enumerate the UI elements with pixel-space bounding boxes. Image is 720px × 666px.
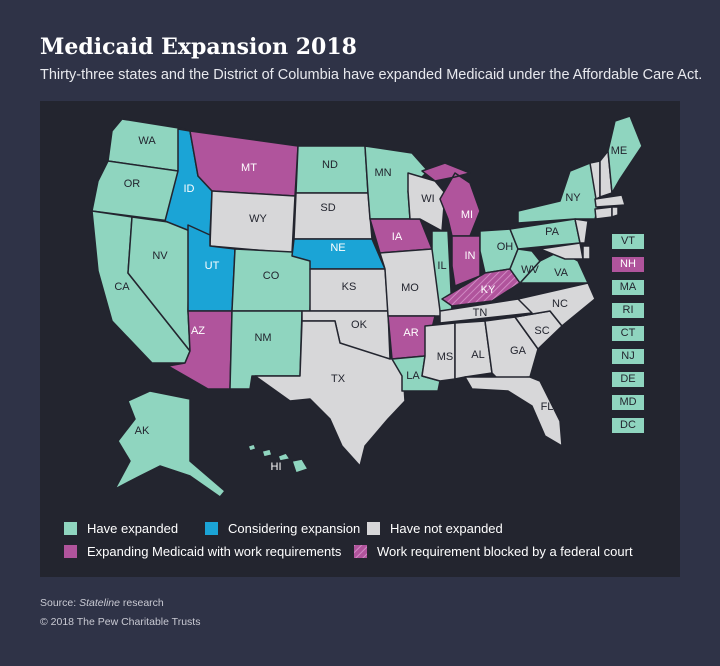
state-label-mo: MO — [401, 282, 419, 294]
state-label-wy: WY — [249, 213, 267, 225]
legend-label-not-expanded: Have not expanded — [390, 521, 503, 536]
state-label-sc: SC — [534, 325, 550, 337]
state-WI — [407, 172, 446, 232]
legend-swatch-not-expanded — [367, 522, 380, 535]
side-box-de: DE — [612, 372, 644, 387]
source-name: Stateline — [79, 597, 120, 609]
state-FL — [464, 376, 563, 447]
state-label-ak: AK — [134, 425, 150, 437]
state-label-va: VA — [554, 267, 568, 279]
state-label-mi: MI — [460, 209, 474, 221]
legend-item-work-requirements: Expanding Medicaid with work requirement… — [64, 544, 341, 559]
source-prefix: Source: — [40, 597, 80, 609]
state-DE — [582, 245, 591, 260]
legend-label-blocked: Work requirement blocked by a federal co… — [377, 544, 633, 559]
state-RI — [611, 206, 619, 218]
state-label-wi: WI — [421, 193, 435, 205]
legend-item-expanded: Have expanded — [64, 521, 178, 536]
state-MI — [421, 162, 481, 237]
state-label-ks: KS — [341, 281, 357, 293]
state-label-az: AZ — [190, 325, 206, 337]
state-NC — [514, 282, 596, 327]
legend-swatch-work-requirements — [64, 545, 77, 558]
state-label-oh: OH — [496, 241, 514, 253]
legend-label-expanded: Have expanded — [87, 521, 179, 536]
legend-swatch-expanded — [64, 522, 77, 535]
state-AL — [454, 320, 493, 380]
us-map — [91, 115, 643, 498]
state-label-ga: GA — [510, 345, 526, 357]
state-MA — [594, 194, 626, 208]
side-box-nh: NH — [612, 257, 644, 272]
legend-item-not-expanded: Have not expanded — [367, 521, 503, 536]
state-label-in: IN — [464, 250, 476, 262]
state-label-tn: TN — [472, 307, 488, 319]
state-label-tx: TX — [330, 373, 346, 385]
state-label-nc: NC — [552, 298, 568, 310]
state-label-mn: MN — [374, 167, 392, 179]
side-box-ct: CT — [612, 326, 644, 341]
state-label-wa: WA — [138, 135, 156, 147]
state-label-ca: CA — [114, 281, 130, 293]
state-label-hi: HI — [270, 461, 282, 473]
copyright-note: © 2018 The Pew Charitable Trusts — [40, 616, 201, 628]
source-note: Source: Stateline research — [40, 597, 164, 609]
state-WV — [509, 248, 541, 284]
side-box-dc: DC — [612, 418, 644, 433]
state-label-ny: NY — [565, 192, 581, 204]
state-SD — [293, 192, 373, 240]
page-title: Medicaid Expansion 2018 — [40, 34, 357, 60]
state-label-pa: PA — [545, 226, 559, 238]
state-label-me: ME — [610, 145, 628, 157]
legend-label-considering: Considering expansion — [228, 521, 361, 536]
state-ME — [607, 115, 643, 194]
state-NJ — [574, 218, 589, 244]
state-IN — [451, 235, 481, 287]
state-label-id: ID — [183, 183, 195, 195]
state-label-ia: IA — [391, 231, 403, 243]
state-label-nv: NV — [152, 250, 168, 262]
side-box-nj: NJ — [612, 349, 644, 364]
page-subtitle: Thirty-three states and the District of … — [40, 67, 703, 83]
state-AK — [114, 390, 226, 498]
state-label-co: CO — [262, 270, 280, 282]
legend-item-blocked: Work requirement blocked by a federal co… — [354, 544, 633, 559]
state-label-nd: ND — [322, 159, 338, 171]
state-TX — [254, 320, 406, 467]
state-label-fl: FL — [540, 401, 554, 413]
state-MD — [539, 242, 584, 260]
state-NY — [517, 162, 601, 224]
state-label-mt: MT — [241, 162, 257, 174]
state-label-il: IL — [437, 260, 447, 272]
side-box-vt: VT — [612, 234, 644, 249]
source-suffix: research — [119, 597, 164, 609]
state-label-ut: UT — [204, 260, 220, 272]
legend-swatch-considering — [205, 522, 218, 535]
state-label-ne: NE — [330, 242, 346, 254]
state-HI — [247, 443, 309, 474]
state-label-ky: KY — [480, 284, 496, 296]
side-box-md: MD — [612, 395, 644, 410]
side-box-ma: MA — [612, 280, 644, 295]
state-label-al: AL — [471, 349, 485, 361]
state-label-wv: WV — [521, 264, 539, 276]
state-label-nm: NM — [254, 332, 272, 344]
state-label-ok: OK — [351, 319, 367, 331]
side-box-ri: RI — [612, 303, 644, 318]
legend-swatch-blocked — [354, 545, 367, 558]
legend-label-work-requirements: Expanding Medicaid with work requirement… — [87, 544, 342, 559]
state-label-or: OR — [123, 178, 141, 190]
state-OR — [91, 160, 179, 222]
state-label-la: LA — [406, 370, 420, 382]
map-panel: WA OR CA NV ID MT WY UT CO AZ NM ND SD N… — [40, 101, 680, 577]
state-label-ms: MS — [436, 351, 454, 363]
state-label-sd: SD — [320, 202, 336, 214]
legend-item-considering: Considering expansion — [205, 521, 360, 536]
state-label-ar: AR — [403, 327, 419, 339]
state-CT — [594, 206, 613, 220]
